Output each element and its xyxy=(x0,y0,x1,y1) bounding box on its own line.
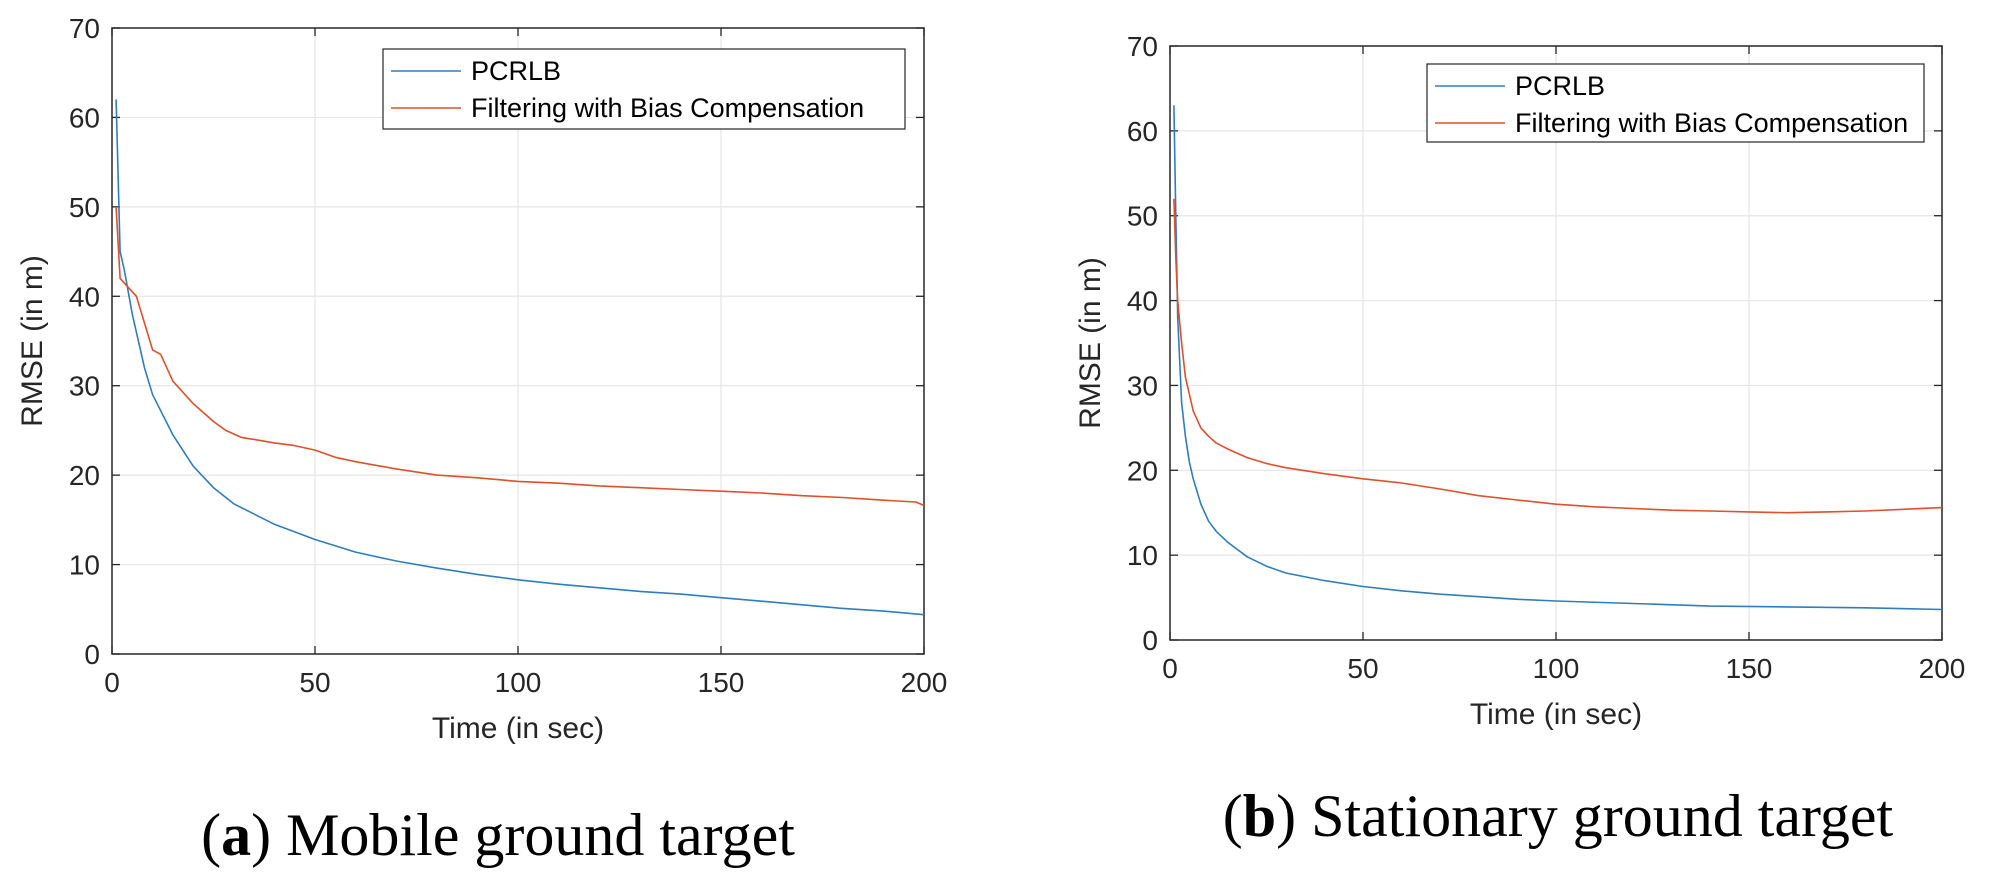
y-tick-label: 30 xyxy=(69,371,100,402)
x-axis-label: Time (in sec) xyxy=(432,712,604,745)
legend: PCRLB Filtering with Bias Compensation xyxy=(382,48,906,130)
y-tick-label: 70 xyxy=(69,13,100,44)
y-tick-label: 10 xyxy=(69,550,100,581)
y-tick-label: 20 xyxy=(69,460,100,491)
chart-panel-b: 0 50 100 150 200 0 10 20 30 40 50 60 70 Time (in sec… xyxy=(1074,31,1965,849)
y-tick-label: 60 xyxy=(69,102,100,133)
x-tick-label: 150 xyxy=(1726,653,1773,684)
caption-text: Mobile ground target xyxy=(286,802,795,868)
series-lines xyxy=(115,99,925,616)
legend-box xyxy=(1426,63,1925,143)
legend-label-filtering: Filtering with Bias Compensation xyxy=(471,93,864,123)
tick-labels: 0 50 100 150 200 0 10 20 30 40 50 60 70 xyxy=(1127,31,1966,684)
caption: (b) Stationary ground target xyxy=(1223,783,1894,849)
pcrlb-line xyxy=(1173,105,1943,611)
caption: (a) Mobile ground target xyxy=(201,802,795,868)
tick-labels: 0 50 100 150 200 0 10 20 30 40 50 60 70 xyxy=(69,13,948,698)
x-tick-label: 100 xyxy=(1533,653,1580,684)
legend-box xyxy=(382,48,906,130)
filtering-bias-compensation-line xyxy=(115,206,925,507)
y-tick-label: 50 xyxy=(1127,201,1158,232)
x-tick-label: 50 xyxy=(299,667,330,698)
legend-label-pcrlb: PCRLB xyxy=(471,56,561,86)
x-tick-label: 0 xyxy=(1162,653,1178,684)
legend-label-filtering: Filtering with Bias Compensation xyxy=(1515,108,1908,138)
caption-text: Stationary ground target xyxy=(1311,783,1893,849)
y-axis-label: RMSE (in m) xyxy=(1074,257,1107,429)
x-tick-label: 200 xyxy=(901,667,948,698)
pcrlb-line xyxy=(115,99,925,616)
caption-letter: b xyxy=(1243,783,1276,849)
series-lines xyxy=(1173,105,1943,611)
y-tick-label: 30 xyxy=(1127,370,1158,401)
axis-ticks xyxy=(111,27,925,655)
y-tick-label: 10 xyxy=(1127,540,1158,571)
y-tick-label: 20 xyxy=(1127,455,1158,486)
x-tick-label: 0 xyxy=(104,667,120,698)
legend-label-pcrlb: PCRLB xyxy=(1515,71,1605,101)
y-axis-label: RMSE (in m) xyxy=(16,255,49,427)
y-tick-label: 50 xyxy=(69,192,100,223)
chart-panel-a: 0 50 100 150 200 0 10 20 30 40 50 60 70 Time (in sec… xyxy=(16,13,947,868)
y-tick-label: 70 xyxy=(1127,31,1158,62)
y-tick-label: 0 xyxy=(1142,625,1158,656)
legend: PCRLB Filtering with Bias Compensation xyxy=(1426,63,1925,143)
filtering-bias-compensation-line xyxy=(1173,198,1943,514)
x-tick-label: 200 xyxy=(1919,653,1966,684)
x-tick-label: 100 xyxy=(495,667,542,698)
x-tick-label: 150 xyxy=(698,667,745,698)
y-tick-label: 60 xyxy=(1127,116,1158,147)
y-tick-label: 0 xyxy=(84,639,100,670)
caption-letter: a xyxy=(221,802,251,868)
y-tick-label: 40 xyxy=(69,281,100,312)
x-tick-label: 50 xyxy=(1347,653,1378,684)
x-axis-label: Time (in sec) xyxy=(1470,698,1642,731)
y-tick-label: 40 xyxy=(1127,286,1158,317)
